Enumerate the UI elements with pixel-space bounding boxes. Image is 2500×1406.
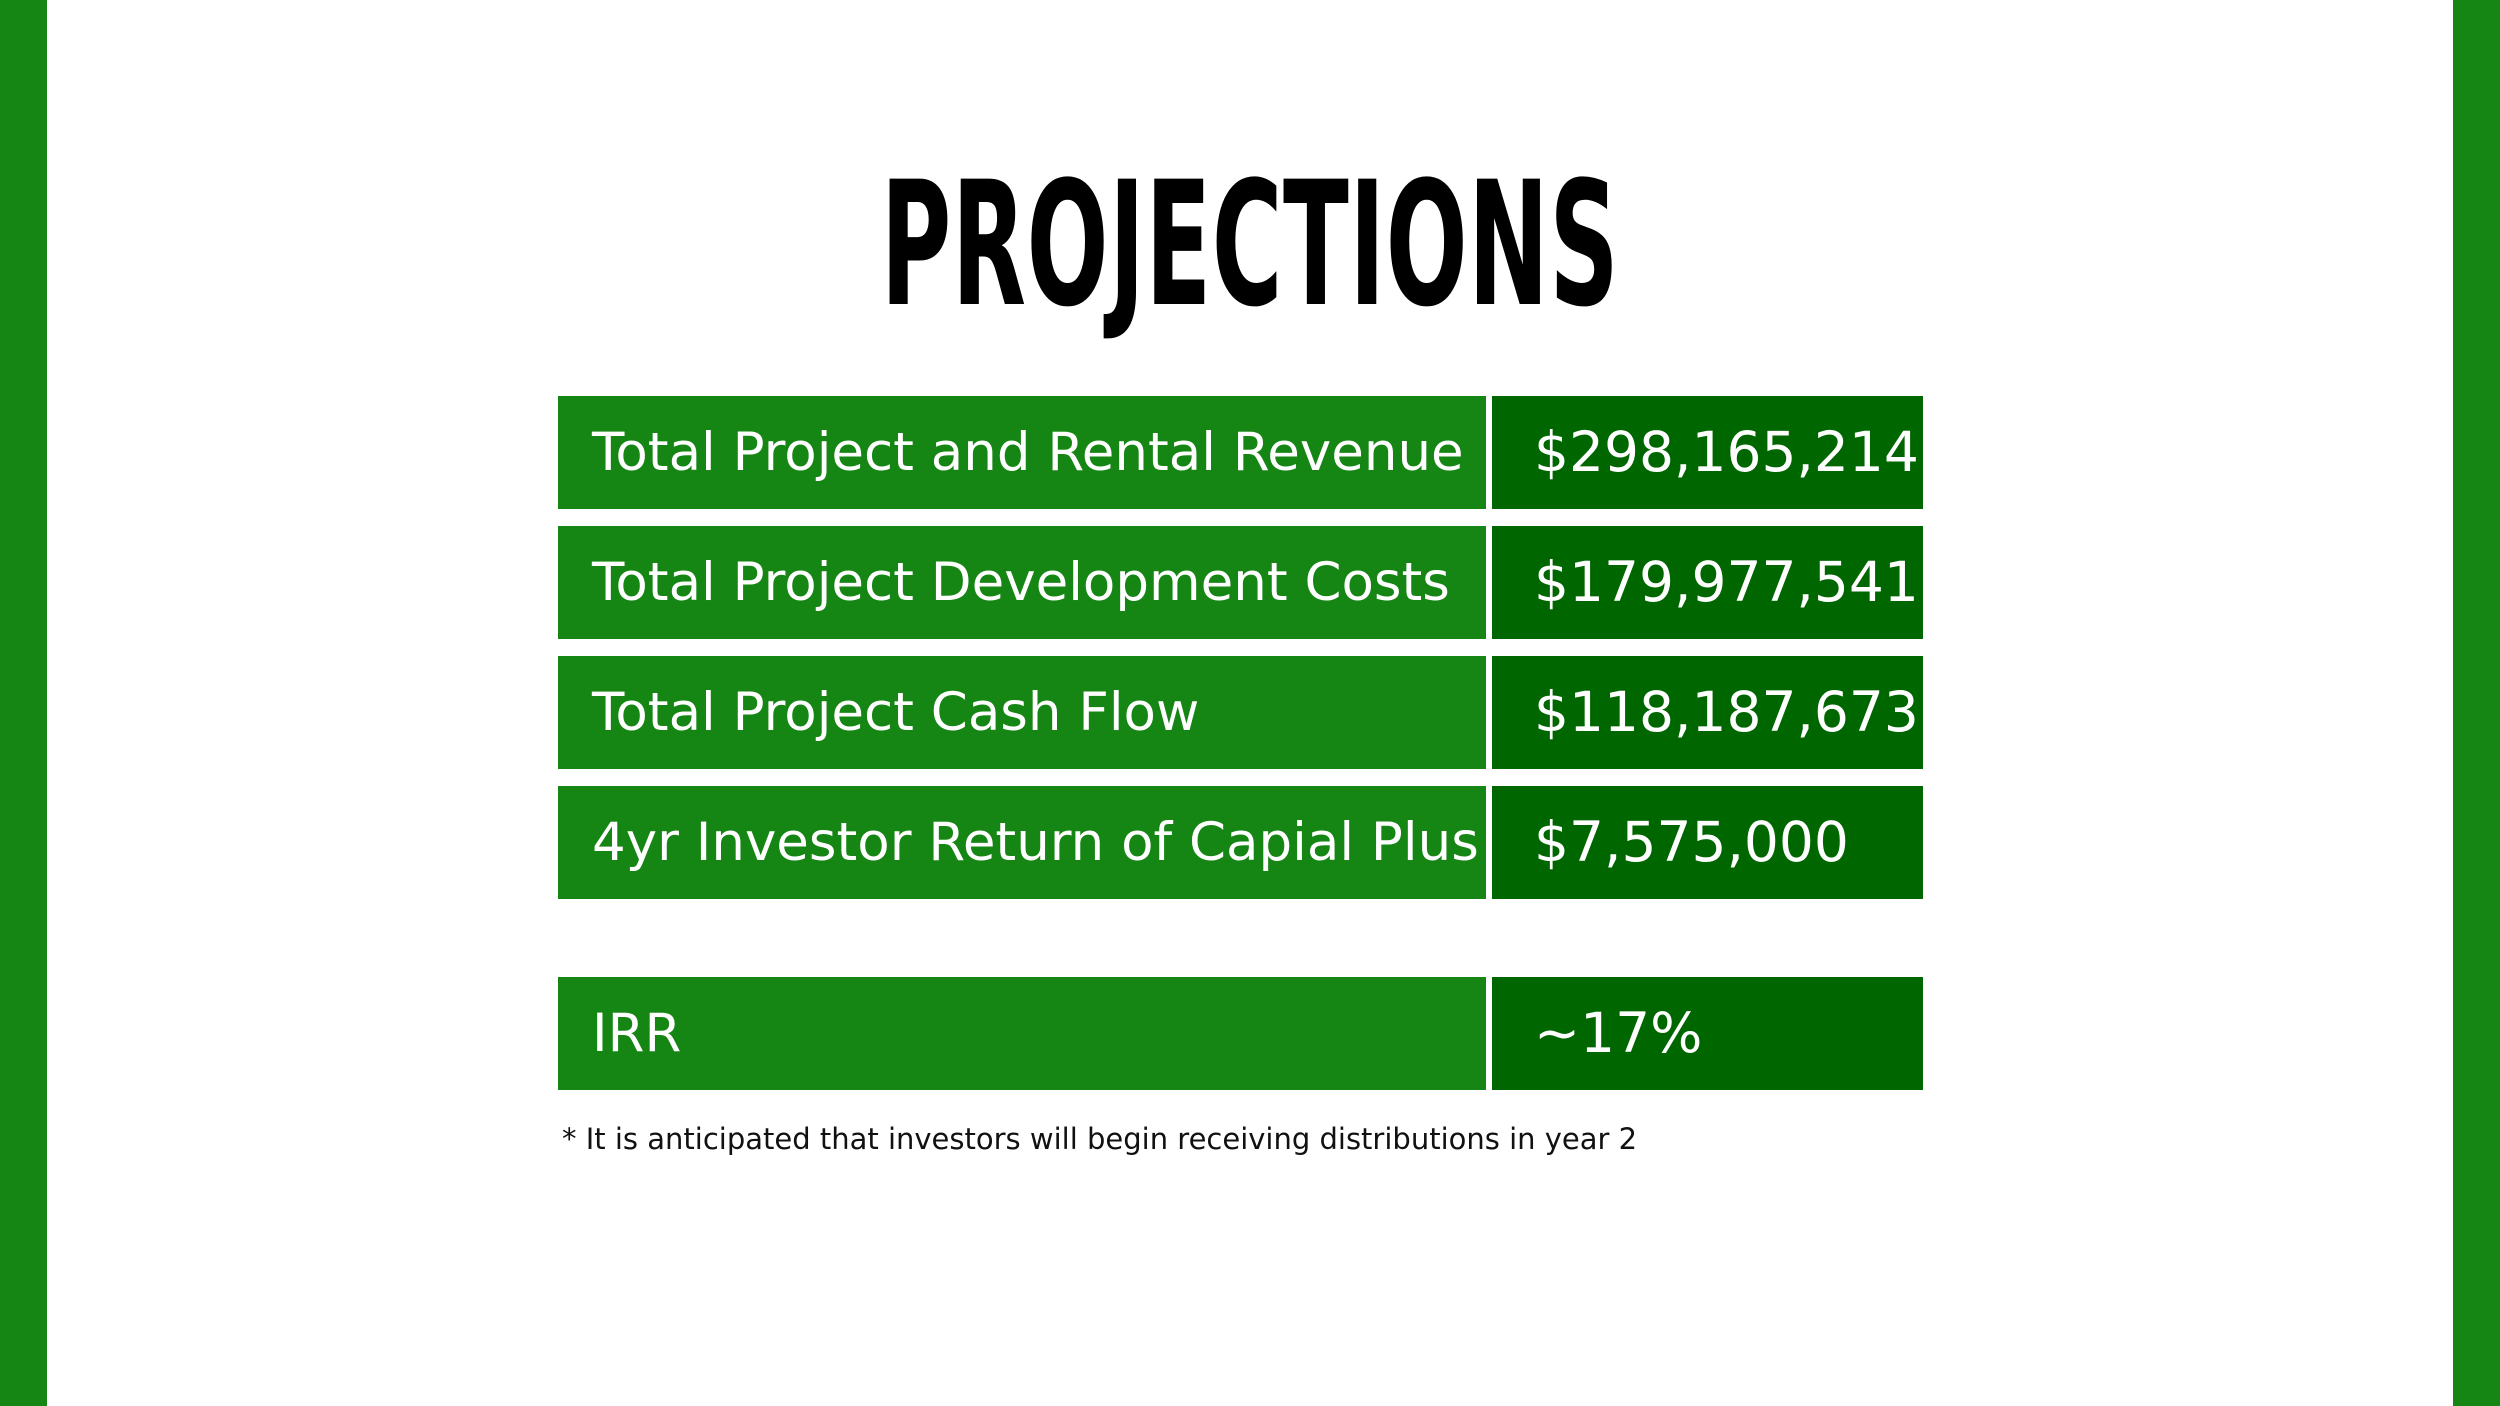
row-value: $7,575,000 <box>1492 786 1923 899</box>
table-row: Total Project Cash Flow $118,187,673 <box>558 656 1923 769</box>
row-label: Total Project and Rental Revenue <box>558 396 1486 509</box>
table-row: 4yr Investor Return of Capial Plus $7,57… <box>558 786 1923 899</box>
footnote: * It is anticipated that investors will … <box>562 1122 1638 1156</box>
left-accent-bar <box>0 0 47 1406</box>
right-accent-bar <box>2453 0 2500 1406</box>
row-value: $179,977,541 <box>1492 526 1923 639</box>
row-label: Total Project Development Costs <box>558 526 1486 639</box>
page-title: PROJECTIONS <box>880 144 1620 345</box>
row-label: 4yr Investor Return of Capial Plus <box>558 786 1486 899</box>
projections-table: Total Project and Rental Revenue $298,16… <box>558 396 1923 1107</box>
table-row: Total Project and Rental Revenue $298,16… <box>558 396 1923 509</box>
irr-row: IRR ~17% <box>558 977 1923 1090</box>
irr-label: IRR <box>558 977 1486 1090</box>
row-value: $118,187,673 <box>1492 656 1923 769</box>
table-row: Total Project Development Costs $179,977… <box>558 526 1923 639</box>
irr-value: ~17% <box>1492 977 1923 1090</box>
row-value: $298,165,214 <box>1492 396 1923 509</box>
row-label: Total Project Cash Flow <box>558 656 1486 769</box>
